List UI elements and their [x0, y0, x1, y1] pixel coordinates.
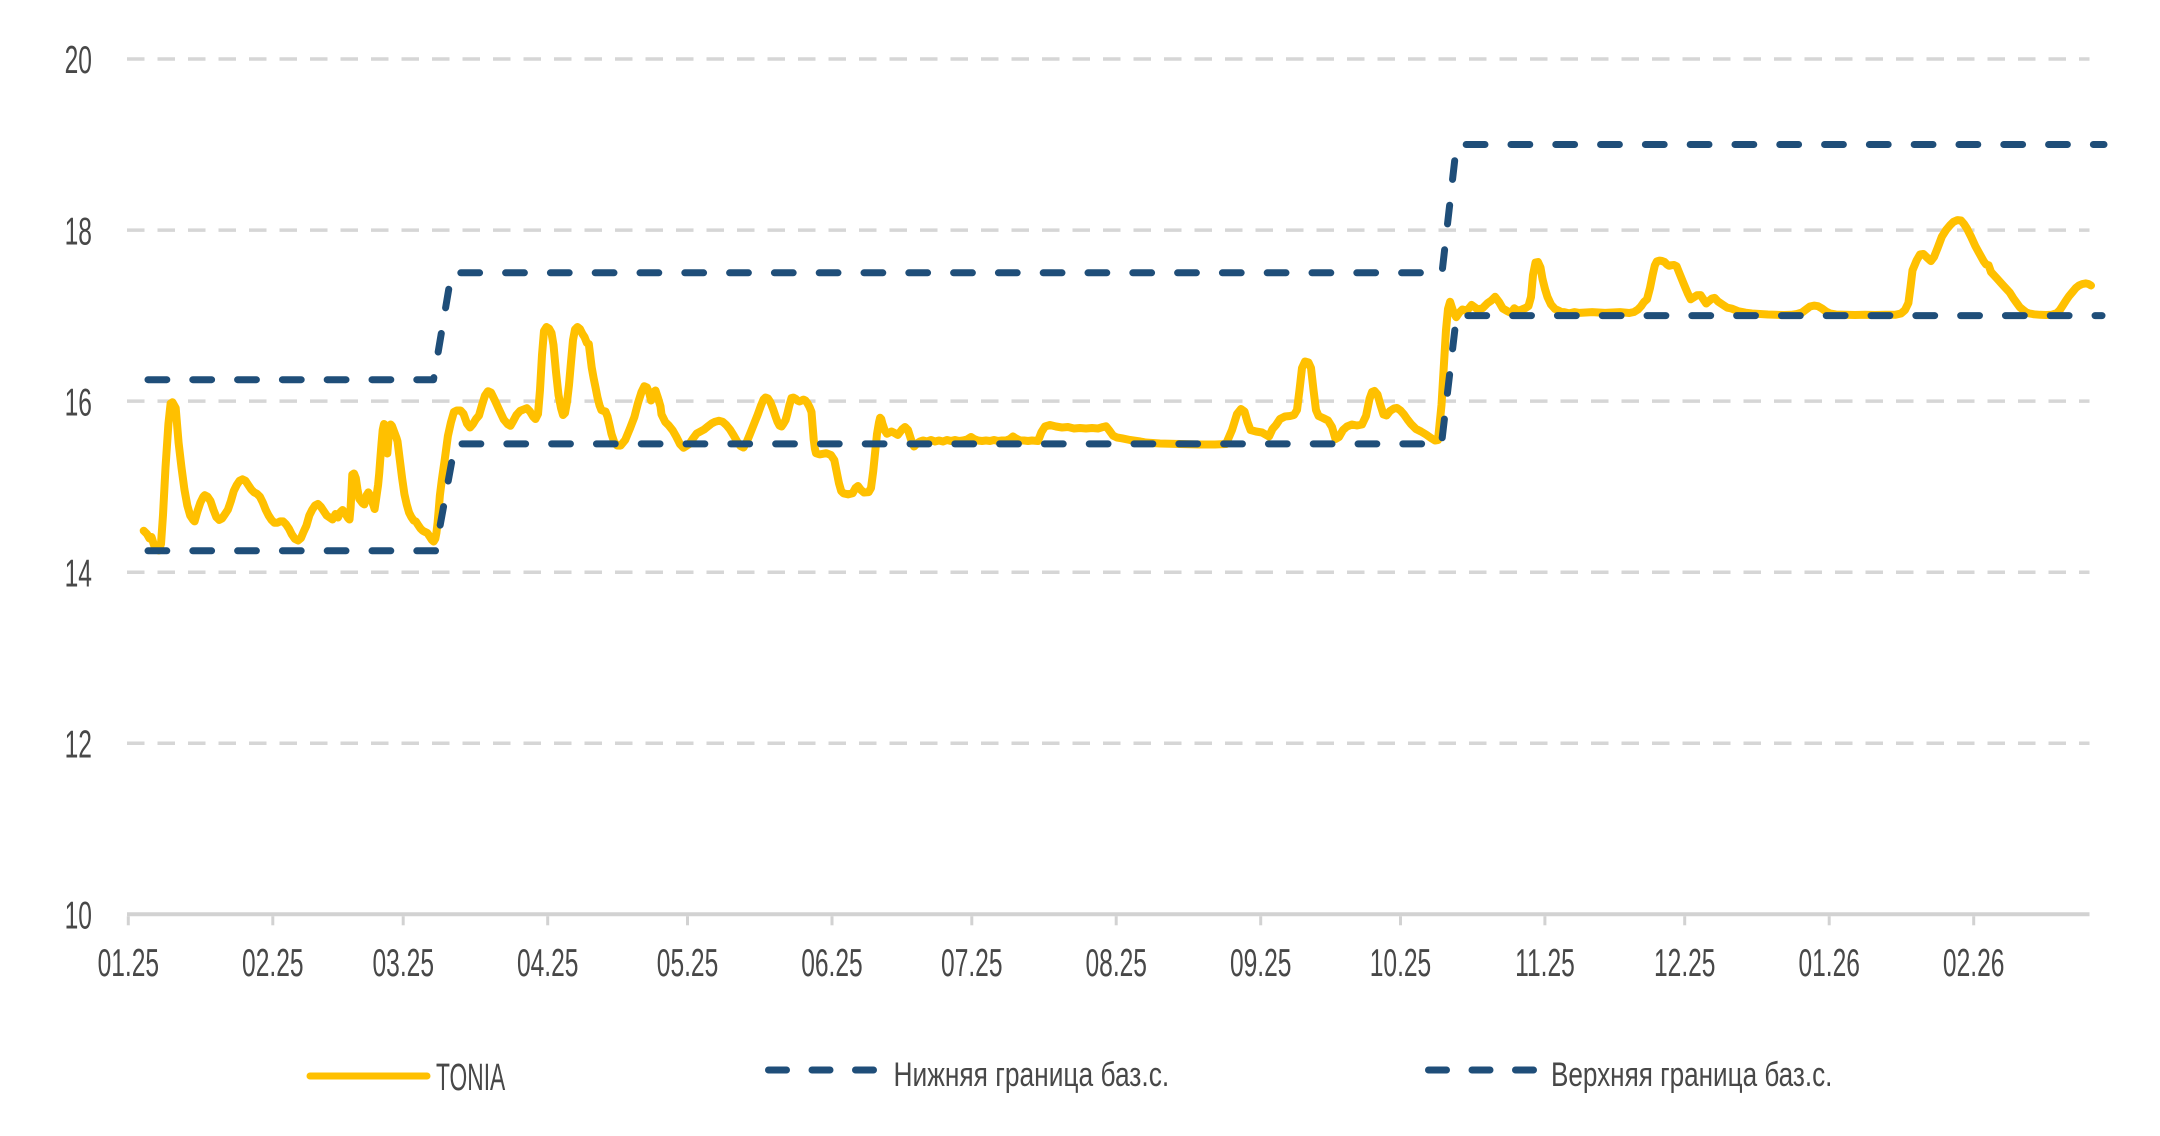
svg-text:03.25: 03.25	[373, 940, 434, 984]
svg-text:10.25: 10.25	[1370, 940, 1431, 984]
svg-text:12.25: 12.25	[1654, 940, 1715, 984]
svg-text:05.25: 05.25	[657, 940, 718, 984]
svg-text:20: 20	[65, 37, 92, 81]
svg-text:09.25: 09.25	[1230, 940, 1291, 984]
svg-text:18: 18	[65, 208, 92, 252]
svg-text:12: 12	[65, 722, 92, 766]
svg-text:14: 14	[65, 551, 92, 595]
svg-text:Нижняя граница баз.с.: Нижняя граница баз.с.	[893, 1056, 1169, 1094]
svg-text:Верхняя граница баз.с.: Верхняя граница баз.с.	[1551, 1057, 1832, 1094]
svg-text:02.26: 02.26	[1943, 940, 2004, 984]
svg-text:11.25: 11.25	[1515, 940, 1575, 984]
svg-text:04.25: 04.25	[517, 940, 578, 984]
svg-text:07.25: 07.25	[941, 940, 1002, 984]
svg-text:06.25: 06.25	[801, 940, 862, 984]
svg-text:08.25: 08.25	[1086, 940, 1147, 984]
svg-text:01.26: 01.26	[1798, 940, 1859, 984]
svg-text:02.25: 02.25	[242, 940, 303, 984]
svg-text:10: 10	[65, 893, 92, 937]
svg-text:01.25: 01.25	[98, 940, 159, 984]
svg-text:16: 16	[65, 379, 92, 423]
svg-text:TONIA: TONIA	[436, 1056, 505, 1098]
